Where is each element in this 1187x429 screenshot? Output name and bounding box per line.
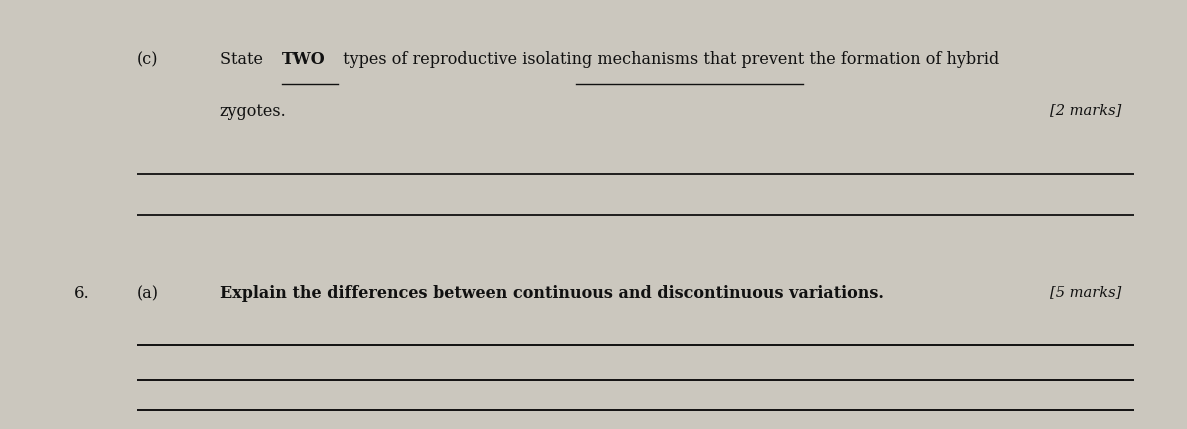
Text: [5 marks]: [5 marks] bbox=[1050, 285, 1122, 299]
Text: 6.: 6. bbox=[74, 285, 89, 302]
Text: (c): (c) bbox=[137, 51, 158, 69]
Text: State: State bbox=[220, 51, 268, 69]
Text: types of reproductive isolating mechanisms that prevent the formation of hybrid: types of reproductive isolating mechanis… bbox=[338, 51, 999, 69]
Text: (a): (a) bbox=[137, 285, 159, 302]
Text: TWO: TWO bbox=[281, 51, 325, 69]
Text: [2 marks]: [2 marks] bbox=[1050, 103, 1122, 117]
Text: zygotes.: zygotes. bbox=[220, 103, 286, 120]
Text: Explain the differences between continuous and discontinuous variations.: Explain the differences between continuo… bbox=[220, 285, 883, 302]
